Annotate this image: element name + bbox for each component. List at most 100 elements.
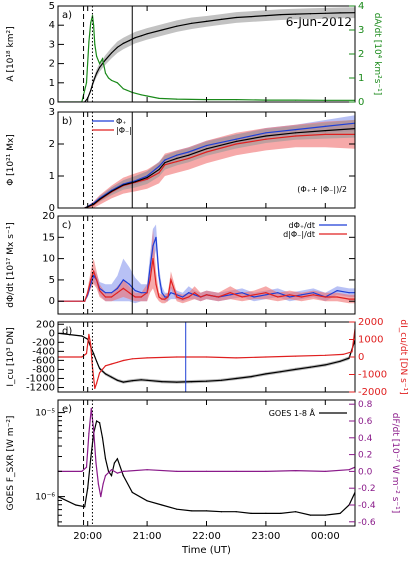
y2-tick-label: 0 [358, 352, 364, 363]
data-point [116, 361, 118, 363]
data-point [309, 514, 311, 516]
data-point [158, 165, 160, 167]
data-point [158, 296, 160, 298]
data-point [122, 88, 124, 90]
y2-tick-label: 2000 [358, 317, 383, 328]
data-point [146, 379, 148, 381]
data-point [205, 148, 208, 150]
data-point [85, 352, 88, 355]
data-point [295, 368, 297, 370]
series-line-2 [58, 328, 355, 389]
data-point [149, 266, 151, 268]
plot-area [84, 115, 355, 208]
x-tick-label: 00:00 [311, 531, 340, 542]
data-point [90, 344, 92, 346]
data-point [88, 41, 90, 43]
data-point [140, 379, 142, 381]
data-point [90, 407, 92, 409]
data-point [229, 294, 231, 296]
y-tick-label: 10⁻⁵ [35, 409, 55, 419]
series-line-2 [58, 258, 355, 302]
data-point [295, 511, 297, 513]
data-point [146, 95, 148, 97]
y-tick-label: 0 [49, 328, 55, 339]
data-point [295, 129, 297, 131]
data-point [324, 296, 326, 298]
data-point [176, 508, 178, 510]
y2-axis-label: dA/dt [10⁴ km²s⁻¹] [372, 13, 382, 96]
y2-axis-label: dF/dt [10⁻⁷ W m⁻² s⁻¹] [390, 413, 400, 514]
data-point [265, 373, 267, 375]
data-point [116, 287, 118, 289]
data-point [96, 382, 98, 384]
data-point [158, 97, 160, 99]
data-point [101, 58, 104, 60]
data-point [93, 80, 95, 82]
data-point [348, 298, 350, 300]
data-point [131, 380, 133, 382]
y-tick-label: -1000 [26, 373, 55, 384]
y-axis-label: Φ [10²¹ Mx] [6, 134, 16, 186]
data-point [235, 511, 237, 513]
data-point [107, 77, 110, 79]
data-point [295, 132, 297, 134]
data-point [324, 133, 326, 135]
series-line-1 [58, 237, 355, 302]
data-point [104, 458, 107, 460]
data-point [220, 18, 222, 20]
panel-3: 0 5 10 15 20 dΦ/dt [10¹⁷ Mx s⁻¹] c) dΦ₊/dtd|Φ₋|… [6, 211, 356, 315]
plot-area [58, 7, 355, 102]
y-tick-label: -800 [32, 364, 55, 375]
data-point [116, 472, 118, 474]
y2-tick-label: 0.0 [358, 467, 373, 477]
data-point [104, 373, 107, 375]
data-point [122, 42, 124, 45]
data-point [158, 169, 160, 171]
data-point [90, 89, 92, 92]
data-point [235, 138, 237, 140]
y2-tick-label: 3 [358, 25, 364, 36]
data-point [161, 29, 163, 31]
data-point [134, 290, 136, 292]
y-tick-label: 0 [49, 97, 55, 108]
data-point [200, 296, 202, 298]
data-point [100, 496, 102, 498]
data-point [205, 470, 208, 472]
data-point [146, 33, 148, 35]
data-point [99, 372, 101, 374]
data-point [93, 353, 95, 355]
data-point [96, 420, 98, 422]
data-point [167, 296, 169, 298]
data-point [265, 138, 267, 140]
data-point [176, 296, 178, 298]
y-tick-label: 15 [42, 232, 55, 243]
data-point [182, 296, 184, 298]
data-point [191, 510, 193, 512]
data-point [99, 66, 101, 68]
data-point [170, 292, 172, 294]
data-point [253, 296, 255, 298]
data-point [235, 377, 237, 380]
data-point [140, 35, 142, 37]
data-point [351, 351, 353, 353]
y2-tick-label: 0.2 [358, 451, 372, 461]
data-point [348, 469, 350, 471]
data-point [176, 381, 178, 383]
data-point [191, 381, 193, 383]
data-point [93, 203, 95, 205]
data-point [342, 353, 344, 355]
x-tick-label: 23:00 [251, 531, 280, 542]
y2-tick-label: 1000 [358, 335, 383, 346]
x-tick-label: 20:00 [73, 531, 102, 542]
data-point [101, 437, 104, 439]
data-point [188, 296, 190, 298]
data-point [300, 294, 303, 296]
data-point [134, 296, 136, 298]
data-point [235, 99, 237, 101]
data-point [94, 43, 96, 46]
data-point [348, 292, 350, 294]
y-tick-label: 2 [49, 139, 55, 150]
data-point [176, 161, 178, 163]
data-point [84, 300, 86, 302]
data-point [96, 55, 98, 58]
